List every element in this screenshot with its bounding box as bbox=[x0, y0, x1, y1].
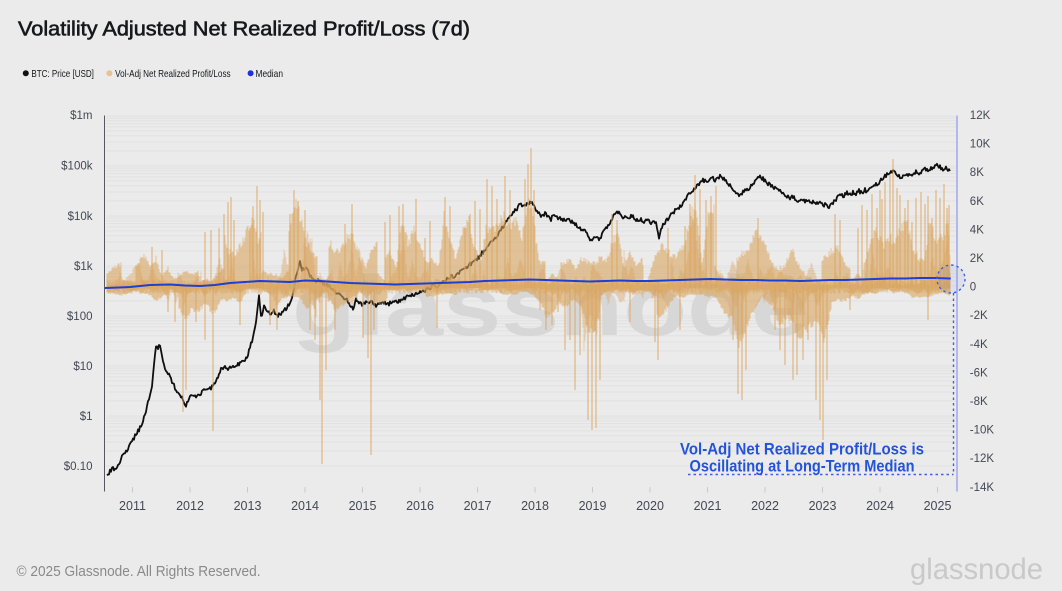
svg-text:2K: 2K bbox=[970, 253, 984, 265]
svg-text:$100k: $100k bbox=[61, 161, 93, 173]
svg-text:2025: 2025 bbox=[924, 499, 952, 513]
svg-text:Vol-Adj Net Realized Profit/Lo: Vol-Adj Net Realized Profit/Loss bbox=[115, 68, 230, 80]
svg-text:$10: $10 bbox=[73, 361, 92, 373]
svg-text:2018: 2018 bbox=[521, 499, 549, 513]
svg-text:2022: 2022 bbox=[751, 499, 779, 513]
svg-text:2021: 2021 bbox=[694, 499, 722, 513]
svg-text:-12K: -12K bbox=[970, 453, 995, 465]
svg-text:$0.10: $0.10 bbox=[64, 461, 93, 473]
svg-text:Vol-Adj Net Realized Profit/Lo: Vol-Adj Net Realized Profit/Loss is bbox=[680, 441, 924, 459]
svg-text:2019: 2019 bbox=[579, 499, 607, 513]
svg-text:2023: 2023 bbox=[809, 499, 837, 513]
svg-text:$10k: $10k bbox=[68, 211, 93, 223]
svg-text:BTC: Price [USD]: BTC: Price [USD] bbox=[31, 68, 94, 80]
svg-text:6K: 6K bbox=[970, 196, 984, 208]
svg-text:$1: $1 bbox=[80, 411, 93, 423]
svg-text:2014: 2014 bbox=[291, 499, 319, 513]
svg-text:-10K: -10K bbox=[970, 425, 995, 437]
svg-text:0: 0 bbox=[970, 282, 976, 294]
svg-text:-2K: -2K bbox=[970, 310, 988, 322]
svg-text:12K: 12K bbox=[970, 110, 991, 122]
svg-text:© 2025 Glassnode. All Rights R: © 2025 Glassnode. All Rights Reserved. bbox=[17, 563, 261, 580]
svg-text:$1k: $1k bbox=[74, 261, 93, 273]
svg-text:2011: 2011 bbox=[119, 499, 146, 513]
svg-text:$100: $100 bbox=[67, 311, 93, 323]
svg-text:-4K: -4K bbox=[970, 339, 988, 351]
svg-text:4K: 4K bbox=[970, 224, 984, 236]
svg-text:10K: 10K bbox=[970, 139, 991, 151]
svg-text:2012: 2012 bbox=[176, 499, 204, 513]
svg-text:2024: 2024 bbox=[866, 499, 894, 513]
svg-text:8K: 8K bbox=[970, 167, 984, 179]
svg-text:2013: 2013 bbox=[234, 499, 262, 513]
svg-text:2015: 2015 bbox=[349, 499, 377, 513]
svg-text:2016: 2016 bbox=[406, 499, 434, 513]
svg-text:Volatility Adjusted Net Realiz: Volatility Adjusted Net Realized Profit/… bbox=[18, 18, 470, 41]
svg-text:-8K: -8K bbox=[970, 396, 988, 408]
svg-text:2020: 2020 bbox=[636, 499, 664, 513]
svg-text:-6K: -6K bbox=[970, 367, 988, 379]
svg-text:2017: 2017 bbox=[464, 499, 492, 513]
svg-text:glassnode: glassnode bbox=[910, 553, 1043, 586]
svg-text:$1m: $1m bbox=[70, 110, 92, 122]
svg-text:Oscillating at Long-Term Media: Oscillating at Long-Term Median bbox=[690, 458, 915, 476]
svg-text:Median: Median bbox=[256, 68, 284, 80]
svg-text:-14K: -14K bbox=[970, 482, 995, 494]
